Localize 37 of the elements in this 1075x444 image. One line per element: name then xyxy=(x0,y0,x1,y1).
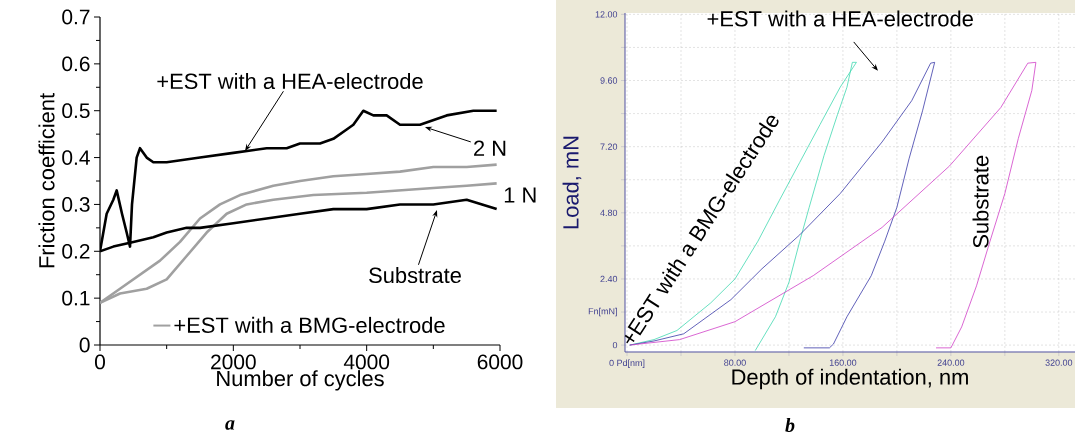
y-tick-label: 2.40 xyxy=(600,275,618,283)
x-tick-label: 0 xyxy=(94,354,105,370)
y-tick-label: 12.00 xyxy=(595,11,618,18)
x-axis-title: Number of cycles xyxy=(217,370,384,391)
annotation: Substrate xyxy=(369,267,461,284)
y-tick-label: 0 xyxy=(79,337,90,353)
y-tick-label: 0.7 xyxy=(62,9,90,25)
y-tick-label: Fn[mN] xyxy=(588,307,617,317)
y-tick-label: 7.20 xyxy=(600,143,618,150)
y-tick-label: 0 xyxy=(612,341,618,349)
y-axis-title: Friction coefficient xyxy=(38,93,55,268)
y-tick-label: 0.6 xyxy=(62,56,90,72)
text: Substrate xyxy=(972,155,989,248)
x-tick-label: 80.00 xyxy=(724,359,746,366)
x-tick-label: 0 Pd[nm] xyxy=(609,359,645,368)
y-tick-label: 0.3 xyxy=(62,197,90,212)
annotation: 2 N xyxy=(474,140,506,156)
x-tick-label: 320.00 xyxy=(1045,359,1073,366)
text: a xyxy=(225,420,235,430)
x-tick-label: 160.00 xyxy=(829,359,857,366)
annotation: +EST with a HEA-electrode xyxy=(157,72,423,90)
x-tick-label: 4000 xyxy=(343,354,390,370)
y-tick-label: 9.60 xyxy=(600,77,618,84)
y-tick-label: 4.80 xyxy=(600,209,618,216)
x-tick-label: 240.00 xyxy=(937,359,965,366)
x-axis-title: Depth of indentation, nm xyxy=(732,368,968,390)
text: 1 N xyxy=(504,187,536,203)
y-tick-label: 0.4 xyxy=(62,150,90,165)
y-tick-label: 0.2 xyxy=(62,243,90,259)
text: b xyxy=(785,417,795,433)
y-tick-label: 0.1 xyxy=(62,290,90,306)
legend-label: +EST with a BMG-electrode xyxy=(174,316,445,333)
y-tick-label: 0.5 xyxy=(62,103,90,119)
text: +EST with a HEA-electrode xyxy=(707,10,973,27)
y-axis-title: Load, mN xyxy=(562,136,582,229)
x-tick-label: 2000 xyxy=(211,354,256,370)
x-tick-label: 6000 xyxy=(477,354,523,370)
